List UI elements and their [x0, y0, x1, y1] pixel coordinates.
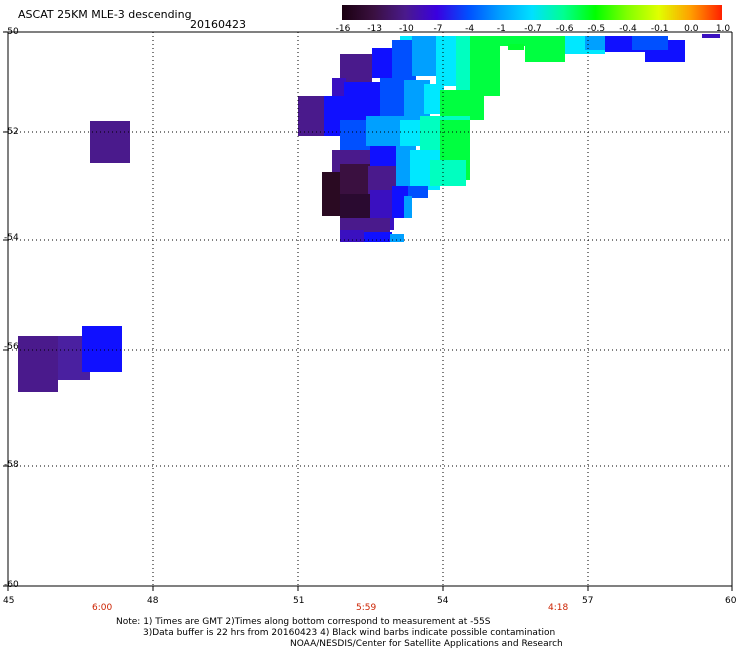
y-tick-label: -56 — [4, 342, 19, 352]
data-cell — [424, 84, 444, 114]
pass-time: 5:59 — [356, 603, 377, 613]
pass-time: 4:18 — [548, 603, 569, 613]
data-cell — [508, 44, 524, 50]
data-cell — [366, 116, 406, 146]
data-cell — [500, 36, 580, 46]
data-cell — [18, 336, 58, 392]
map-title: ASCAT 25KM MLE-3 descending — [18, 8, 192, 21]
pass-time: 6:00 — [92, 603, 113, 613]
y-tick-label: -52 — [4, 127, 19, 137]
data-cell — [340, 164, 370, 194]
colorbar-tick-label: -0.1 — [650, 24, 669, 34]
data-cell — [470, 36, 500, 96]
y-tick-label: -58 — [4, 460, 19, 470]
data-cell — [324, 96, 344, 136]
x-tick-label: 45 — [3, 596, 15, 606]
data-cell — [90, 121, 130, 163]
colorbar-tick-label: -13 — [367, 24, 382, 34]
data-cell — [440, 90, 484, 120]
note-line-1: Note: 1) Times are GMT 2)Times along bot… — [116, 617, 491, 627]
colorbar-tick-label: -4 — [465, 24, 475, 34]
colorbar — [342, 5, 722, 20]
x-tick-label: 48 — [147, 596, 159, 606]
x-tick-label: 54 — [437, 596, 449, 606]
data-cell — [525, 44, 565, 62]
x-tick-label: 57 — [582, 596, 594, 606]
data-cell — [298, 96, 324, 136]
data-cell — [340, 54, 372, 82]
colorbar-tick-label: -10 — [398, 24, 414, 34]
colorbar-strip — [342, 5, 722, 20]
data-cell — [82, 326, 122, 372]
y-tick-label: -60 — [4, 580, 19, 590]
data-cell — [702, 34, 720, 38]
colorbar-tick-label: -0.7 — [524, 24, 542, 34]
colorbar-tick-label: -0.4 — [619, 24, 637, 34]
colorbar-tick-label: -1 — [496, 24, 506, 34]
colorbar-tick-label: -0.6 — [555, 24, 574, 34]
y-tick-label: -50 — [4, 27, 19, 37]
note-line-2: 3)Data buffer is 22 hrs from 20160423 4)… — [143, 628, 556, 638]
data-cell — [404, 196, 412, 218]
data-cell — [364, 232, 392, 242]
colorbar-tick-label: -16 — [335, 24, 351, 34]
colorbar-tick-label: -7 — [433, 24, 443, 34]
data-cell — [332, 78, 346, 96]
data-cell — [408, 186, 428, 198]
data-cell — [340, 218, 390, 232]
data-cell — [390, 234, 404, 242]
colorbar-tick-label: -0.5 — [587, 24, 606, 34]
colorbar-tick-label: 0.0 — [684, 24, 699, 34]
data-cell — [430, 160, 466, 186]
data-cell — [412, 36, 440, 76]
data-cell — [344, 82, 384, 122]
note-line-3: NOAA/NESDIS/Center for Satellite Applica… — [290, 639, 563, 649]
y-tick-label: -54 — [4, 233, 19, 243]
data-cell — [322, 172, 342, 216]
x-tick-label: 51 — [293, 596, 305, 606]
map-date: 20160423 — [190, 18, 246, 31]
x-tick-label: 60 — [725, 596, 737, 606]
data-cell — [632, 36, 668, 50]
data-cell — [340, 194, 370, 220]
data-cell — [340, 230, 364, 242]
colorbar-tick-label: 1.0 — [715, 24, 731, 34]
